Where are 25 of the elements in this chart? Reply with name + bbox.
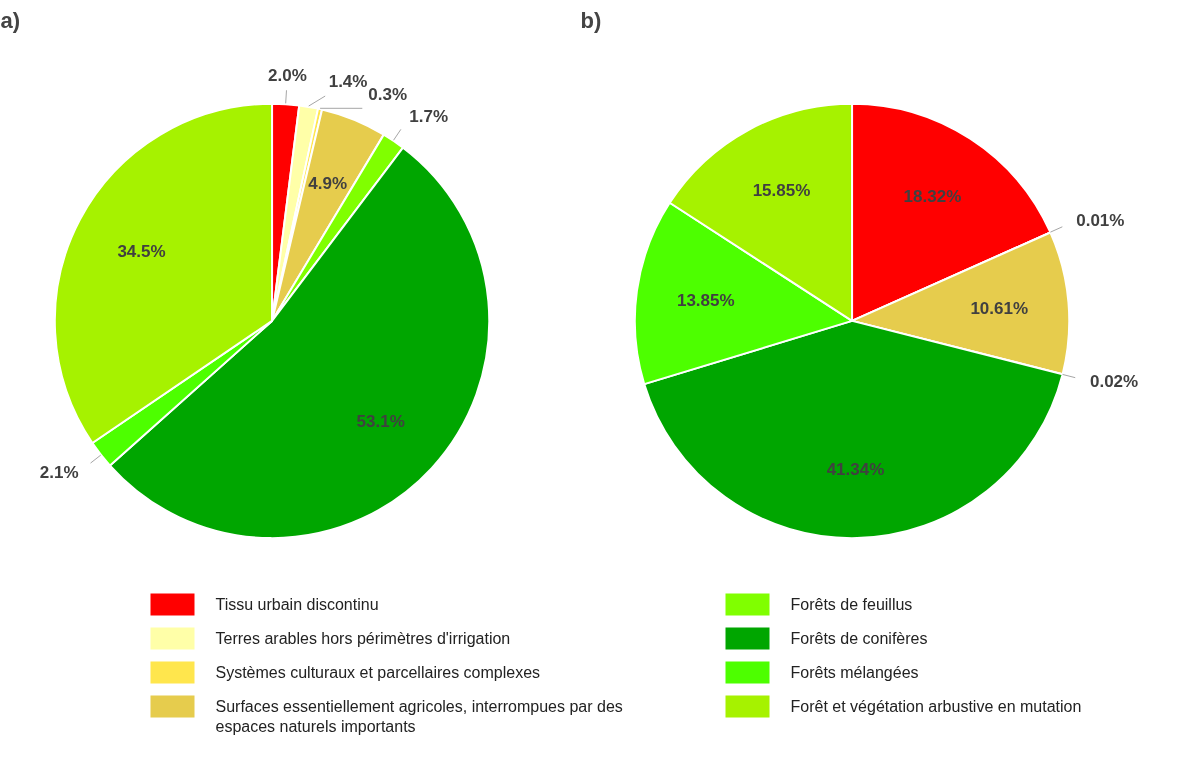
legend-label: Terres arables hors périmètres d'irrigation: [215, 630, 511, 647]
legend-label: Forêts de feuillus: [790, 596, 913, 613]
legend-label: Surfaces essentiellement agricoles, interrompues par des espaces naturels importants: [215, 698, 623, 735]
data-label: 1.4%: [328, 71, 368, 91]
data-label: 0.02%: [1089, 371, 1139, 391]
data-label: 34.5%: [117, 242, 166, 262]
data-label: 41.34%: [826, 459, 885, 479]
data-label: 10.61%: [970, 298, 1029, 318]
data-label: 2.0%: [268, 65, 307, 85]
data-label: 0.01%: [1076, 211, 1125, 231]
chart-title: b): [580, 7, 602, 33]
data-label: 2.1%: [39, 462, 79, 482]
data-label: 18.32%: [903, 187, 962, 207]
legend-label: Forêts mélangées: [790, 664, 919, 681]
legend-label: Systèmes culturaux et parcellaires complexes: [215, 664, 541, 681]
data-label: 0.3%: [368, 84, 408, 104]
legend-label: Forêts de conifères: [790, 630, 928, 647]
data-label: 15.85%: [752, 181, 811, 201]
legend-label: Forêt et végétation arbustive en mutation: [790, 698, 1082, 715]
data-label: 13.85%: [676, 290, 735, 310]
legend-label: Tissu urbain discontinu: [215, 596, 379, 613]
data-label: 53.1%: [356, 411, 405, 431]
chart-title: a): [0, 7, 21, 33]
data-label: 4.9%: [308, 174, 348, 194]
data-label: 1.7%: [409, 107, 449, 127]
